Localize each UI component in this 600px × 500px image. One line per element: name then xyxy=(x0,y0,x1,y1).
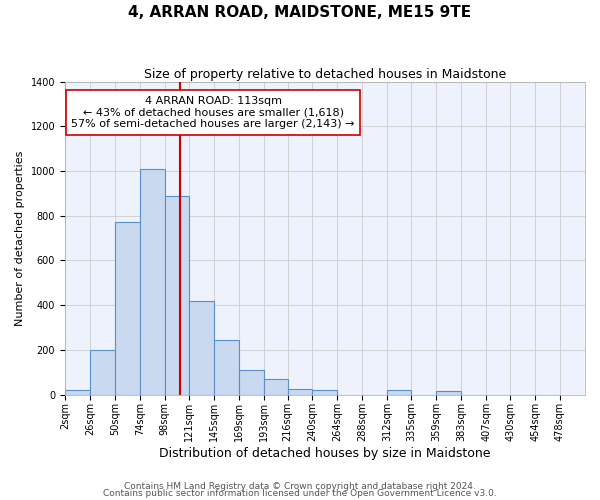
Text: 4, ARRAN ROAD, MAIDSTONE, ME15 9TE: 4, ARRAN ROAD, MAIDSTONE, ME15 9TE xyxy=(128,5,472,20)
Text: 4 ARRAN ROAD: 113sqm
← 43% of detached houses are smaller (1,618)
57% of semi-de: 4 ARRAN ROAD: 113sqm ← 43% of detached h… xyxy=(71,96,355,129)
Bar xyxy=(436,391,461,394)
Bar xyxy=(188,300,214,394)
Bar xyxy=(287,389,313,394)
Text: Contains public sector information licensed under the Open Government Licence v3: Contains public sector information licen… xyxy=(103,490,497,498)
Bar xyxy=(388,390,411,394)
Text: Contains HM Land Registry data © Crown copyright and database right 2024.: Contains HM Land Registry data © Crown c… xyxy=(124,482,476,491)
Bar xyxy=(115,222,140,394)
Bar xyxy=(313,390,337,394)
Bar xyxy=(90,350,115,395)
X-axis label: Distribution of detached houses by size in Maidstone: Distribution of detached houses by size … xyxy=(159,447,491,460)
Y-axis label: Number of detached properties: Number of detached properties xyxy=(15,150,25,326)
Bar xyxy=(65,390,90,394)
Bar xyxy=(140,169,165,394)
Bar xyxy=(214,340,239,394)
Bar xyxy=(165,196,188,394)
Bar xyxy=(239,370,263,394)
Title: Size of property relative to detached houses in Maidstone: Size of property relative to detached ho… xyxy=(144,68,506,80)
Bar xyxy=(263,379,287,394)
